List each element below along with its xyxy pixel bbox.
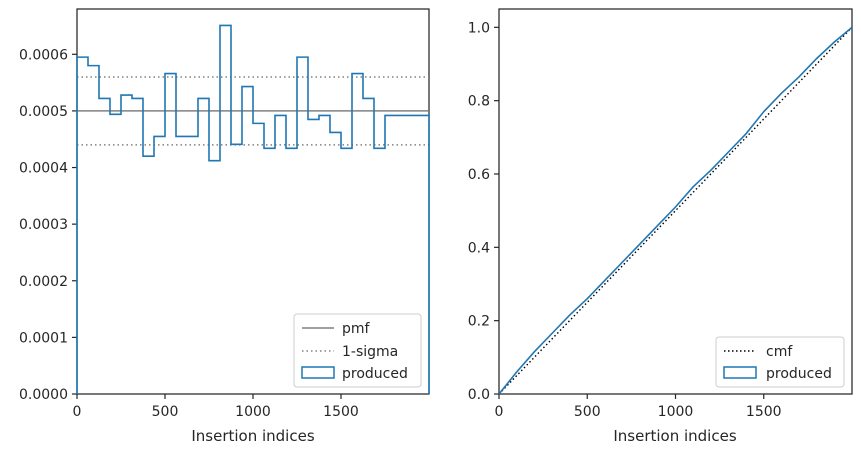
right-plot-frame xyxy=(498,8,853,395)
left-legend: pmf 1-sigma produced xyxy=(293,313,422,388)
right-xtick-label: 1500 xyxy=(746,404,782,420)
right-x-axis-label: Insertion indices xyxy=(613,427,736,445)
legend-pmf-label: pmf xyxy=(342,321,371,337)
produced-histogram-step xyxy=(76,24,430,394)
left-ytick-label: 0.0006 xyxy=(19,47,68,63)
right-y-axis: 0.0 0.2 0.4 0.6 0.8 1.0 xyxy=(468,20,499,403)
right-xtick-label: 500 xyxy=(574,404,601,420)
left-y-axis: 0.0000 0.0001 0.0002 0.0003 0.0004 0.0005 0.00… xyxy=(19,47,77,403)
legend-produced-label: produced xyxy=(342,366,408,382)
left-ytick-label: 0.0001 xyxy=(19,330,68,346)
right-x-axis: 0 500 1000 1500 xyxy=(495,394,782,420)
right-ytick-label: 0.6 xyxy=(468,167,490,183)
left-x-axis: 0 500 1000 1500 xyxy=(73,394,359,420)
right-xtick-label: 1000 xyxy=(658,404,694,420)
left-x-axis-label: Insertion indices xyxy=(191,427,314,445)
legend-1-sigma-label: 1-sigma xyxy=(342,344,398,360)
left-ytick-label: 0.0000 xyxy=(19,387,68,403)
right-chart: 0.0 0.2 0.4 0.6 0.8 1.0 0 500 1000 1500 Insertio… xyxy=(468,8,853,445)
left-chart: 0.0000 0.0001 0.0002 0.0003 0.0004 0.0005 0.00… xyxy=(19,8,430,445)
right-ytick-label: 0.2 xyxy=(468,314,490,330)
cmf-line xyxy=(498,26,853,395)
right-legend-box xyxy=(715,336,845,388)
produced-cumulative-line xyxy=(498,26,853,395)
left-xtick-label: 1000 xyxy=(235,404,271,420)
legend-produced-label-right: produced xyxy=(766,366,832,382)
legend-produced-swatch xyxy=(301,366,335,379)
right-ytick-label: 0.8 xyxy=(468,94,490,110)
legend-cmf-label: cmf xyxy=(766,344,793,360)
right-xtick-label: 0 xyxy=(495,404,504,420)
right-ytick-label: 1.0 xyxy=(468,20,490,36)
left-xtick-label: 1500 xyxy=(323,404,359,420)
left-xtick-label: 500 xyxy=(152,404,179,420)
legend-produced-swatch-right xyxy=(723,366,757,379)
left-ytick-label: 0.0005 xyxy=(19,104,68,120)
left-xtick-label: 0 xyxy=(73,404,82,420)
left-ytick-label: 0.0003 xyxy=(19,217,68,233)
right-legend: cmf produced xyxy=(715,336,845,388)
left-ytick-label: 0.0002 xyxy=(19,274,68,290)
right-ytick-label: 0.0 xyxy=(468,387,490,403)
left-ytick-label: 0.0004 xyxy=(19,161,68,177)
right-ytick-label: 0.4 xyxy=(468,240,490,256)
left-legend-box xyxy=(293,313,422,388)
